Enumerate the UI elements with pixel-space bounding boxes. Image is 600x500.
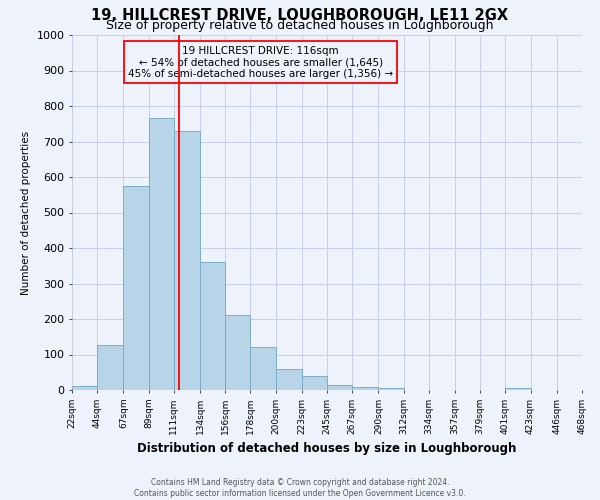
- Text: 19 HILLCREST DRIVE: 116sqm
← 54% of detached houses are smaller (1,645)
45% of s: 19 HILLCREST DRIVE: 116sqm ← 54% of deta…: [128, 46, 393, 79]
- Y-axis label: Number of detached properties: Number of detached properties: [21, 130, 31, 294]
- Text: 19, HILLCREST DRIVE, LOUGHBOROUGH, LE11 2GX: 19, HILLCREST DRIVE, LOUGHBOROUGH, LE11 …: [91, 8, 509, 22]
- Bar: [225, 316, 250, 390]
- Bar: [72, 386, 97, 390]
- Bar: [250, 348, 275, 390]
- Bar: [200, 262, 225, 390]
- Bar: [149, 118, 174, 390]
- Bar: [275, 368, 302, 390]
- Bar: [379, 388, 404, 390]
- Bar: [124, 186, 149, 390]
- Bar: [174, 131, 200, 390]
- Bar: [352, 387, 379, 390]
- Bar: [302, 376, 327, 390]
- X-axis label: Distribution of detached houses by size in Loughborough: Distribution of detached houses by size …: [137, 442, 517, 456]
- Text: Contains HM Land Registry data © Crown copyright and database right 2024.
Contai: Contains HM Land Registry data © Crown c…: [134, 478, 466, 498]
- Text: Size of property relative to detached houses in Loughborough: Size of property relative to detached ho…: [106, 18, 494, 32]
- Bar: [327, 384, 352, 390]
- Bar: [97, 344, 124, 390]
- Bar: [505, 388, 530, 390]
